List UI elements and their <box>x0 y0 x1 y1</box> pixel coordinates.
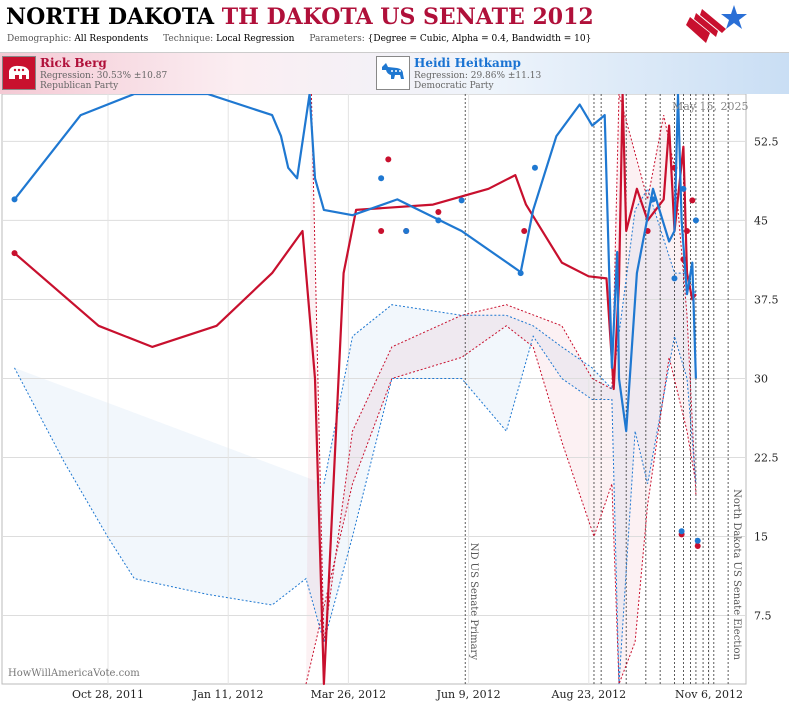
upper-bound-dem <box>323 187 697 484</box>
poll-chart: 7.5 15 22.5 30 37.5 45 52.5 Oct 28, 2011 Jan 11,… <box>1 94 779 701</box>
candidate-party: Democratic Party <box>414 81 494 91</box>
trend-line-dem <box>13 94 697 433</box>
candidate-regression: Regression: 30.53% ±10.87 <box>40 71 168 81</box>
poll-point-dem <box>378 175 385 182</box>
republican-elephant-icon <box>2 56 36 90</box>
poll-point-dem <box>680 185 687 192</box>
poll-point-dem <box>458 197 465 204</box>
lower-bound-dem <box>14 335 697 685</box>
plot-background <box>1 94 747 685</box>
poll-point-dem <box>517 270 524 277</box>
event-label: North Dakota US Senate Election <box>731 489 742 660</box>
page-title: NORTH DAKOTA TH DAKOTA US SENATE 2012 <box>6 4 594 30</box>
technique-label: Technique: <box>163 34 214 44</box>
y-tick-label: 37.5 <box>754 293 779 306</box>
y-tick-label: 30 <box>754 372 768 385</box>
trend-line-rep <box>13 94 697 686</box>
poll-point-rep <box>11 250 18 257</box>
title-race: TH DAKOTA US SENATE 2012 <box>221 4 594 30</box>
democrat-donkey-icon <box>376 56 410 90</box>
y-tick-label: 45 <box>754 214 768 227</box>
poll-point-rep <box>521 227 528 234</box>
y-tick-label: 22.5 <box>754 451 779 464</box>
poll-point-dem <box>671 275 678 282</box>
technique-value: Local Regression <box>216 34 295 44</box>
y-tick-label: 52.5 <box>754 135 779 148</box>
poll-point-dem <box>694 537 701 544</box>
header: NORTH DAKOTA TH DAKOTA US SENATE 2012 De… <box>0 0 789 53</box>
x-tick-label: Aug 23, 2012 <box>551 688 627 701</box>
event-label: ND US Senate Primary <box>468 543 479 661</box>
poll-point-rep <box>435 209 442 215</box>
x-tick-label: Jan 11, 2012 <box>192 688 264 701</box>
candidate-name: Rick Berg <box>40 56 107 70</box>
y-tick-label: 15 <box>754 531 768 544</box>
candidate-details: Regression: 30.53% ±10.87 Republican Par… <box>40 71 167 91</box>
poll-point-rep <box>694 542 701 549</box>
poll-point-dem <box>692 217 699 224</box>
current-date: May 15, 2025 <box>672 100 749 113</box>
poll-point-dem <box>11 196 18 203</box>
confidence-band-dem <box>14 188 696 685</box>
confidence-band-rep <box>306 94 696 684</box>
poll-point-dem <box>650 196 656 203</box>
poll-point-dem <box>531 164 538 171</box>
candidate-regression: Regression: 29.86% ±11.13 <box>414 71 542 81</box>
candidate-details: Regression: 29.86% ±11.13 Democratic Par… <box>414 71 541 91</box>
parameters-line: Demographic: All Respondents Technique: … <box>7 34 603 44</box>
demographic-label: Demographic: <box>7 34 72 44</box>
site-logo-icon <box>686 5 747 43</box>
parameters-label: Parameters: <box>309 34 365 44</box>
poll-point-rep <box>689 197 696 204</box>
poll-point-dem <box>435 217 442 224</box>
x-tick-label: Jun 9, 2012 <box>436 688 501 701</box>
parameters-value: {Degree = Cubic, Alpha = 0.4, Bandwidth … <box>367 34 592 44</box>
candidate-bar: Rick Berg Regression: 30.53% ±10.87 Repu… <box>0 53 789 94</box>
y-tick-label: 7.5 <box>754 610 772 623</box>
poll-point-dem <box>403 227 410 234</box>
candidate-name: Heidi Heitkamp <box>414 56 521 70</box>
poll-point-dem <box>678 528 685 535</box>
title-state: NORTH DAKOTA <box>6 4 215 30</box>
x-tick-label: Nov 6, 2012 <box>675 688 743 701</box>
candidate-party: Republican Party <box>40 81 119 91</box>
demographic-value: All Respondents <box>74 34 149 44</box>
x-tick-label: Oct 28, 2011 <box>72 688 144 701</box>
x-tick-label: Mar 26, 2012 <box>311 688 387 701</box>
poll-point-rep <box>683 227 690 234</box>
watermark: HowWillAmericaVote.com <box>8 668 140 679</box>
lower-bound-rep <box>305 325 697 685</box>
poll-point-rep <box>385 156 392 163</box>
poll-point-rep <box>378 227 385 234</box>
